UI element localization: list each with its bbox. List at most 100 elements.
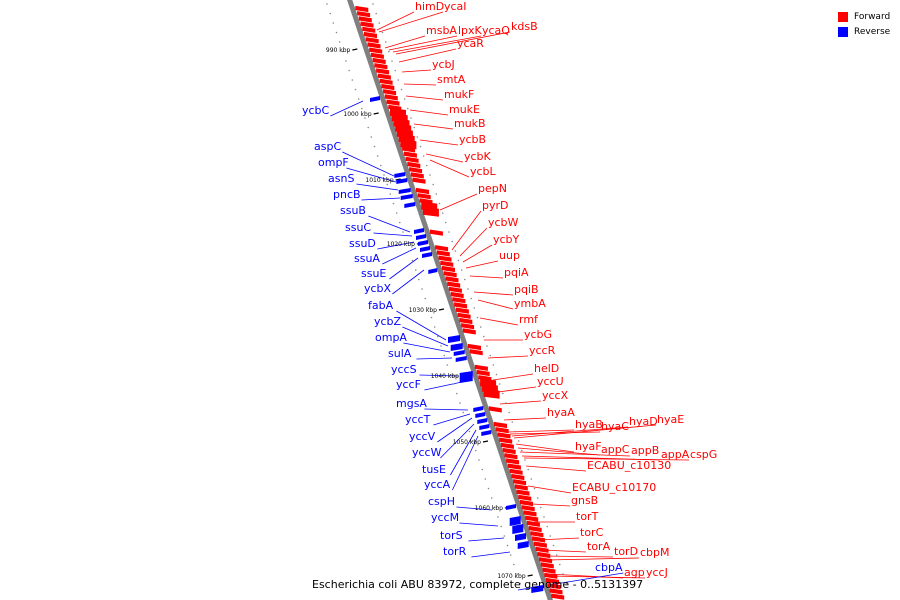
leader-line (477, 299, 514, 310)
forward-gene-feature (461, 323, 475, 330)
leader-line (511, 426, 629, 437)
scale-dot (348, 69, 351, 72)
leader-line (425, 153, 464, 163)
tick-label: 1010 kbp (365, 177, 393, 184)
scale-dot (378, 22, 381, 24)
scale-dot (329, 12, 332, 15)
scale-dot (500, 525, 503, 528)
axis-ticks: 990 kbp 1000 kbp 1010 kbp 1020 kbp 1030 kbp 1… (326, 47, 533, 580)
leader-line (424, 408, 469, 411)
reverse-gene-feature (506, 504, 516, 510)
tick-mark (438, 308, 445, 311)
forward-gene-feature (468, 343, 481, 351)
leader-line (519, 451, 631, 457)
reverse-gene-feature (481, 430, 492, 436)
reverse-gene-label-yccs: yccS (391, 363, 417, 376)
reverse-gene-feature (414, 228, 424, 234)
forward-gene-feature (384, 94, 398, 101)
forward-gene-feature (445, 276, 459, 283)
forward-gene-feature (511, 473, 525, 481)
scale-dot (457, 259, 460, 262)
leader-line (525, 465, 587, 472)
scale-dot (438, 202, 441, 205)
leader-line (419, 139, 459, 146)
forward-gene-feature (469, 349, 483, 356)
forward-gene-label-cbpm: cbpM (640, 546, 670, 559)
tick-mark (373, 112, 379, 115)
scale-dot (462, 411, 465, 414)
scale-dot (552, 544, 555, 547)
forward-gene-label-hyaf: hyaF (575, 440, 602, 453)
leader-line (361, 197, 401, 201)
reverse-gene-feature (531, 585, 544, 593)
forward-gene-feature (457, 312, 471, 319)
forward-gene-label-ycbl: ycbL (470, 165, 497, 178)
leader-line (451, 210, 482, 251)
scale-dot (441, 212, 444, 214)
forward-gene-feature (402, 146, 416, 153)
scale-dot (375, 12, 378, 15)
scale-dot (345, 60, 347, 62)
scale-dot (519, 582, 521, 585)
reverse-gene-label-yccf: yccF (396, 378, 421, 391)
leader-line (459, 522, 499, 527)
scale-dot (505, 402, 507, 404)
reverse-gene-feature (448, 335, 460, 343)
scale-dot (395, 212, 398, 214)
scale-dot (533, 487, 536, 490)
reverse-gene-label-ssua: ssuA (354, 252, 380, 265)
scale-dot (372, 3, 374, 5)
forward-gene-label-hyad: hyaD (629, 415, 658, 428)
genome-axis (347, 0, 553, 600)
reverse-gene-label-ompa: ompA (375, 331, 407, 344)
forward-gene-feature (403, 151, 417, 158)
forward-gene-label-hyab: hyaB (575, 418, 603, 431)
forward-gene-label-ycbg: ycbG (524, 328, 552, 341)
forward-gene-feature (520, 499, 533, 507)
tick-label: 1020 kbp (387, 241, 415, 248)
leader-line (456, 506, 493, 511)
forward-gene-feature (483, 388, 500, 399)
forward-gene-label-lpxk: lpxK (458, 24, 483, 37)
scale-dot (373, 145, 376, 148)
forward-gene-label-tord: torD (614, 545, 638, 558)
legend-reverse-label: Reverse (854, 26, 891, 37)
scale-dot (497, 516, 499, 518)
leader-line (517, 447, 601, 456)
leader-line (413, 123, 454, 130)
leader-line (373, 232, 413, 237)
scale-dot (380, 164, 382, 167)
leader-line (419, 374, 459, 377)
leader-line (401, 69, 432, 73)
reverse-gene-feature (420, 246, 430, 252)
scale-dot (527, 468, 529, 471)
scale-dot (411, 259, 414, 262)
forward-gene-feature (405, 156, 419, 163)
scale-dot (509, 554, 512, 556)
forward-gene-label-appc: appC (601, 443, 630, 456)
forward-gene-label-pqia: pqiA (504, 266, 529, 279)
forward-gene-label-gnsb: gnsB (571, 494, 598, 507)
scale-dot (481, 468, 484, 471)
leader-line (544, 555, 614, 558)
reverse-gene-label-yccm: yccM (431, 511, 459, 524)
leader-line (368, 215, 411, 233)
scale-dot (361, 107, 363, 110)
reverse-gene-feature (475, 412, 486, 418)
scale-dot (405, 240, 408, 243)
scale-dot (407, 107, 409, 110)
leader-line (403, 342, 451, 353)
scale-dot (342, 50, 344, 53)
tick-label: 1000 kbp (343, 111, 371, 118)
forward-gene-feature (526, 520, 540, 527)
forward-gene-label-tora: torA (587, 540, 611, 553)
scale-dot (546, 525, 548, 528)
scale-dot (397, 79, 400, 81)
leader-line (409, 109, 449, 116)
scale-dot (456, 392, 458, 395)
forward-gene-feature (435, 245, 449, 252)
reverse-gene-label-sula: sulA (388, 347, 412, 360)
reverse-gene-feature (479, 424, 490, 430)
reverse-gene-feature (459, 371, 473, 383)
scale-dot (432, 183, 435, 186)
